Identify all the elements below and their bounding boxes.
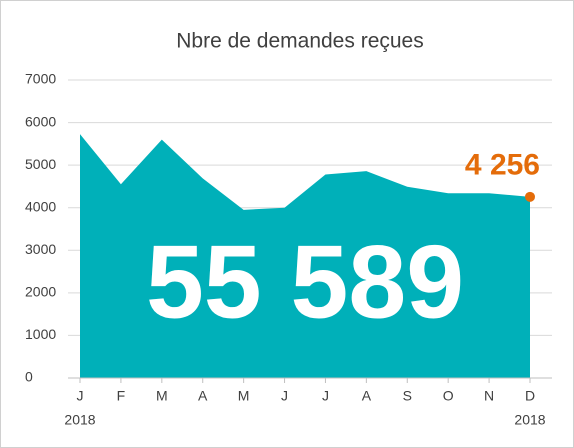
y-tick-label: 1000 [25, 326, 56, 342]
y-tick-label: 7000 [25, 71, 56, 87]
x-tick-label: O [443, 388, 454, 404]
x-tick-label: M [156, 388, 168, 404]
value-label: 4 256 [465, 149, 540, 182]
total-label: 55 589 [146, 224, 464, 340]
y-tick-label: 6000 [25, 113, 56, 129]
highlight-point [525, 191, 535, 202]
chart-title: Nbre de demandes reçues [176, 30, 423, 53]
area [80, 134, 530, 378]
x-tick-label: D [525, 388, 535, 404]
x-tick-label: A [362, 388, 372, 404]
x-tick-label: J [281, 388, 288, 404]
x-tick-label: J [77, 388, 84, 404]
x-year-label: 2018 [64, 412, 95, 428]
x-tick-label: N [484, 388, 494, 404]
y-tick-label: 3000 [25, 241, 56, 257]
x-tick-label: F [117, 388, 126, 404]
y-tick-label: 5000 [25, 156, 56, 172]
x-tick-label: M [238, 388, 250, 404]
x-tick-label: A [198, 388, 208, 404]
y-tick-label: 4000 [25, 198, 56, 214]
x-tick-label: S [403, 388, 412, 404]
y-tick-label: 2000 [25, 284, 56, 300]
x-year-label: 2018 [514, 412, 545, 428]
y-tick-label: 0 [25, 369, 33, 385]
x-tick-label: J [322, 388, 329, 404]
